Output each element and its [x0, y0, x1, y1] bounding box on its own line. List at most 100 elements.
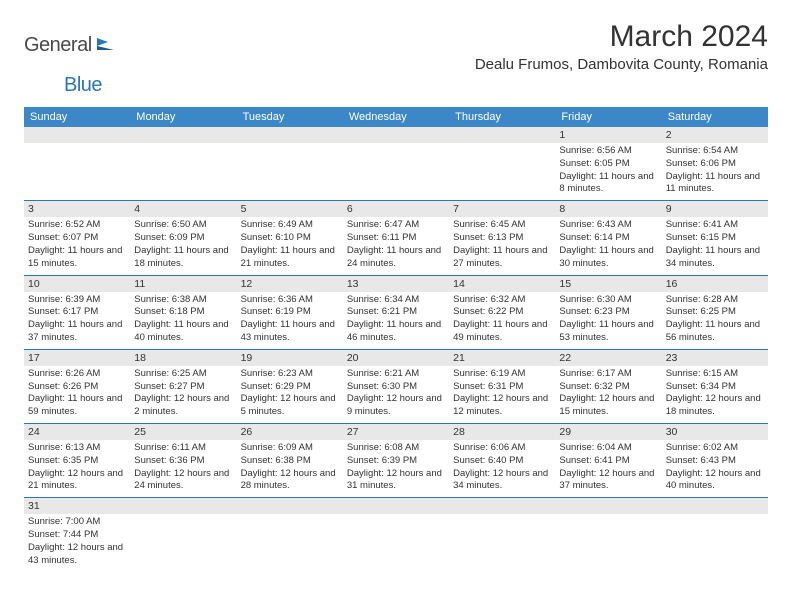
day-number-empty [662, 498, 768, 514]
sunset: Sunset: 6:30 PM [347, 381, 445, 394]
sunrise: Sunrise: 6:26 AM [28, 368, 126, 381]
daylight: Daylight: 11 hours and 56 minutes. [666, 319, 764, 345]
sunrise: Sunrise: 6:28 AM [666, 294, 764, 307]
day-number-empty [237, 498, 343, 514]
sunrise: Sunrise: 6:19 AM [453, 368, 551, 381]
day-header: Friday [555, 107, 661, 127]
calendar-cell [449, 127, 555, 201]
calendar-cell: 11Sunrise: 6:38 AMSunset: 6:18 PMDayligh… [130, 275, 236, 349]
day-data: Sunrise: 6:09 AMSunset: 6:38 PMDaylight:… [237, 440, 343, 497]
day-number: 28 [449, 424, 555, 440]
day-number: 19 [237, 350, 343, 366]
sunrise: Sunrise: 6:15 AM [666, 368, 764, 381]
day-data: Sunrise: 6:43 AMSunset: 6:14 PMDaylight:… [555, 217, 661, 274]
daylight: Daylight: 11 hours and 8 minutes. [559, 171, 657, 197]
day-number: 17 [24, 350, 130, 366]
calendar-cell: 20Sunrise: 6:21 AMSunset: 6:30 PMDayligh… [343, 349, 449, 423]
daylight: Daylight: 11 hours and 21 minutes. [241, 245, 339, 271]
sunrise: Sunrise: 6:08 AM [347, 442, 445, 455]
sunset: Sunset: 6:14 PM [559, 232, 657, 245]
calendar-cell: 6Sunrise: 6:47 AMSunset: 6:11 PMDaylight… [343, 201, 449, 275]
sunset: Sunset: 6:40 PM [453, 455, 551, 468]
calendar-cell: 26Sunrise: 6:09 AMSunset: 6:38 PMDayligh… [237, 424, 343, 498]
day-data: Sunrise: 6:15 AMSunset: 6:34 PMDaylight:… [662, 366, 768, 423]
calendar-cell: 31Sunrise: 7:00 AMSunset: 7:44 PMDayligh… [24, 498, 130, 572]
calendar-cell: 8Sunrise: 6:43 AMSunset: 6:14 PMDaylight… [555, 201, 661, 275]
daylight: Daylight: 12 hours and 15 minutes. [559, 393, 657, 419]
calendar-cell [662, 498, 768, 572]
day-data: Sunrise: 6:21 AMSunset: 6:30 PMDaylight:… [343, 366, 449, 423]
sunset: Sunset: 6:22 PM [453, 306, 551, 319]
sunrise: Sunrise: 7:00 AM [28, 516, 126, 529]
day-data: Sunrise: 6:38 AMSunset: 6:18 PMDaylight:… [130, 292, 236, 349]
sunset: Sunset: 6:41 PM [559, 455, 657, 468]
calendar-cell [343, 498, 449, 572]
location: Dealu Frumos, Dambovita County, Romania [475, 56, 768, 73]
day-data: Sunrise: 6:23 AMSunset: 6:29 PMDaylight:… [237, 366, 343, 423]
day-data: Sunrise: 6:02 AMSunset: 6:43 PMDaylight:… [662, 440, 768, 497]
day-number-empty [449, 498, 555, 514]
calendar-cell: 23Sunrise: 6:15 AMSunset: 6:34 PMDayligh… [662, 349, 768, 423]
sunset: Sunset: 6:39 PM [347, 455, 445, 468]
sunset: Sunset: 6:17 PM [28, 306, 126, 319]
calendar-cell: 14Sunrise: 6:32 AMSunset: 6:22 PMDayligh… [449, 275, 555, 349]
day-number-empty [555, 498, 661, 514]
day-number: 20 [343, 350, 449, 366]
day-number: 9 [662, 201, 768, 217]
sunset: Sunset: 7:44 PM [28, 529, 126, 542]
day-number: 16 [662, 276, 768, 292]
calendar-body: 1Sunrise: 6:56 AMSunset: 6:05 PMDaylight… [24, 127, 768, 572]
calendar-cell: 15Sunrise: 6:30 AMSunset: 6:23 PMDayligh… [555, 275, 661, 349]
sunrise: Sunrise: 6:47 AM [347, 219, 445, 232]
sunrise: Sunrise: 6:21 AM [347, 368, 445, 381]
calendar-cell: 3Sunrise: 6:52 AMSunset: 6:07 PMDaylight… [24, 201, 130, 275]
daylight: Daylight: 12 hours and 24 minutes. [134, 468, 232, 494]
day-data: Sunrise: 6:49 AMSunset: 6:10 PMDaylight:… [237, 217, 343, 274]
calendar-cell [130, 127, 236, 201]
calendar-week: 17Sunrise: 6:26 AMSunset: 6:26 PMDayligh… [24, 349, 768, 423]
calendar-cell [237, 127, 343, 201]
day-data: Sunrise: 6:41 AMSunset: 6:15 PMDaylight:… [662, 217, 768, 274]
daylight: Daylight: 11 hours and 53 minutes. [559, 319, 657, 345]
sunrise: Sunrise: 6:36 AM [241, 294, 339, 307]
sunset: Sunset: 6:21 PM [347, 306, 445, 319]
day-data: Sunrise: 6:26 AMSunset: 6:26 PMDaylight:… [24, 366, 130, 423]
day-header: Sunday [24, 107, 130, 127]
calendar-week: 1Sunrise: 6:56 AMSunset: 6:05 PMDaylight… [24, 127, 768, 201]
daylight: Daylight: 12 hours and 28 minutes. [241, 468, 339, 494]
day-data: Sunrise: 6:17 AMSunset: 6:32 PMDaylight:… [555, 366, 661, 423]
calendar-cell: 24Sunrise: 6:13 AMSunset: 6:35 PMDayligh… [24, 424, 130, 498]
day-number: 7 [449, 201, 555, 217]
sunrise: Sunrise: 6:09 AM [241, 442, 339, 455]
sunset: Sunset: 6:05 PM [559, 158, 657, 171]
day-number-empty [130, 127, 236, 143]
sunrise: Sunrise: 6:34 AM [347, 294, 445, 307]
sunset: Sunset: 6:11 PM [347, 232, 445, 245]
day-data: Sunrise: 6:32 AMSunset: 6:22 PMDaylight:… [449, 292, 555, 349]
day-number: 27 [343, 424, 449, 440]
day-number: 11 [130, 276, 236, 292]
calendar-cell: 19Sunrise: 6:23 AMSunset: 6:29 PMDayligh… [237, 349, 343, 423]
day-data: Sunrise: 6:34 AMSunset: 6:21 PMDaylight:… [343, 292, 449, 349]
sunrise: Sunrise: 6:39 AM [28, 294, 126, 307]
day-number: 29 [555, 424, 661, 440]
sunset: Sunset: 6:19 PM [241, 306, 339, 319]
day-number: 22 [555, 350, 661, 366]
day-number-empty [24, 127, 130, 143]
daylight: Daylight: 11 hours and 30 minutes. [559, 245, 657, 271]
daylight: Daylight: 11 hours and 43 minutes. [241, 319, 339, 345]
day-data: Sunrise: 6:19 AMSunset: 6:31 PMDaylight:… [449, 366, 555, 423]
sunrise: Sunrise: 6:25 AM [134, 368, 232, 381]
calendar-table: SundayMondayTuesdayWednesdayThursdayFrid… [24, 107, 768, 572]
calendar-cell [343, 127, 449, 201]
calendar-cell: 30Sunrise: 6:02 AMSunset: 6:43 PMDayligh… [662, 424, 768, 498]
day-number: 3 [24, 201, 130, 217]
calendar-cell: 27Sunrise: 6:08 AMSunset: 6:39 PMDayligh… [343, 424, 449, 498]
daylight: Daylight: 12 hours and 5 minutes. [241, 393, 339, 419]
day-header: Wednesday [343, 107, 449, 127]
calendar-cell: 7Sunrise: 6:45 AMSunset: 6:13 PMDaylight… [449, 201, 555, 275]
calendar-header-row: SundayMondayTuesdayWednesdayThursdayFrid… [24, 107, 768, 127]
daylight: Daylight: 12 hours and 12 minutes. [453, 393, 551, 419]
sunrise: Sunrise: 6:43 AM [559, 219, 657, 232]
day-number: 5 [237, 201, 343, 217]
